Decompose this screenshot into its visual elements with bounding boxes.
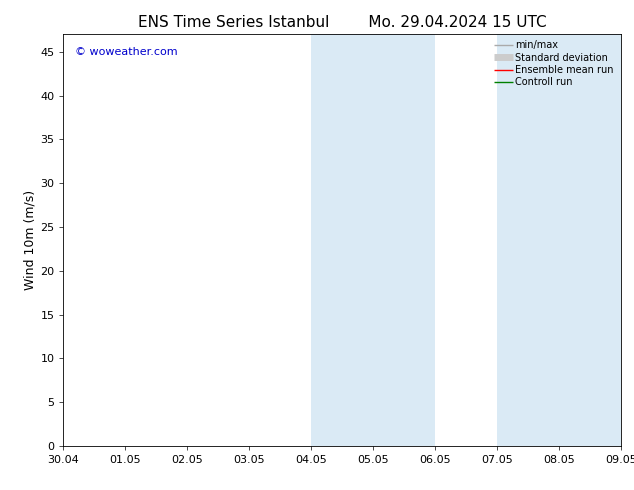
Legend: min/max, Standard deviation, Ensemble mean run, Controll run: min/max, Standard deviation, Ensemble me… — [489, 36, 619, 91]
Bar — [373, 34, 436, 446]
Y-axis label: Wind 10m (m/s): Wind 10m (m/s) — [23, 190, 36, 290]
Bar — [559, 34, 621, 446]
Text: © woweather.com: © woweather.com — [75, 47, 177, 57]
Bar — [497, 34, 559, 446]
Title: ENS Time Series Istanbul        Mo. 29.04.2024 15 UTC: ENS Time Series Istanbul Mo. 29.04.2024 … — [138, 15, 547, 30]
Bar — [311, 34, 373, 446]
